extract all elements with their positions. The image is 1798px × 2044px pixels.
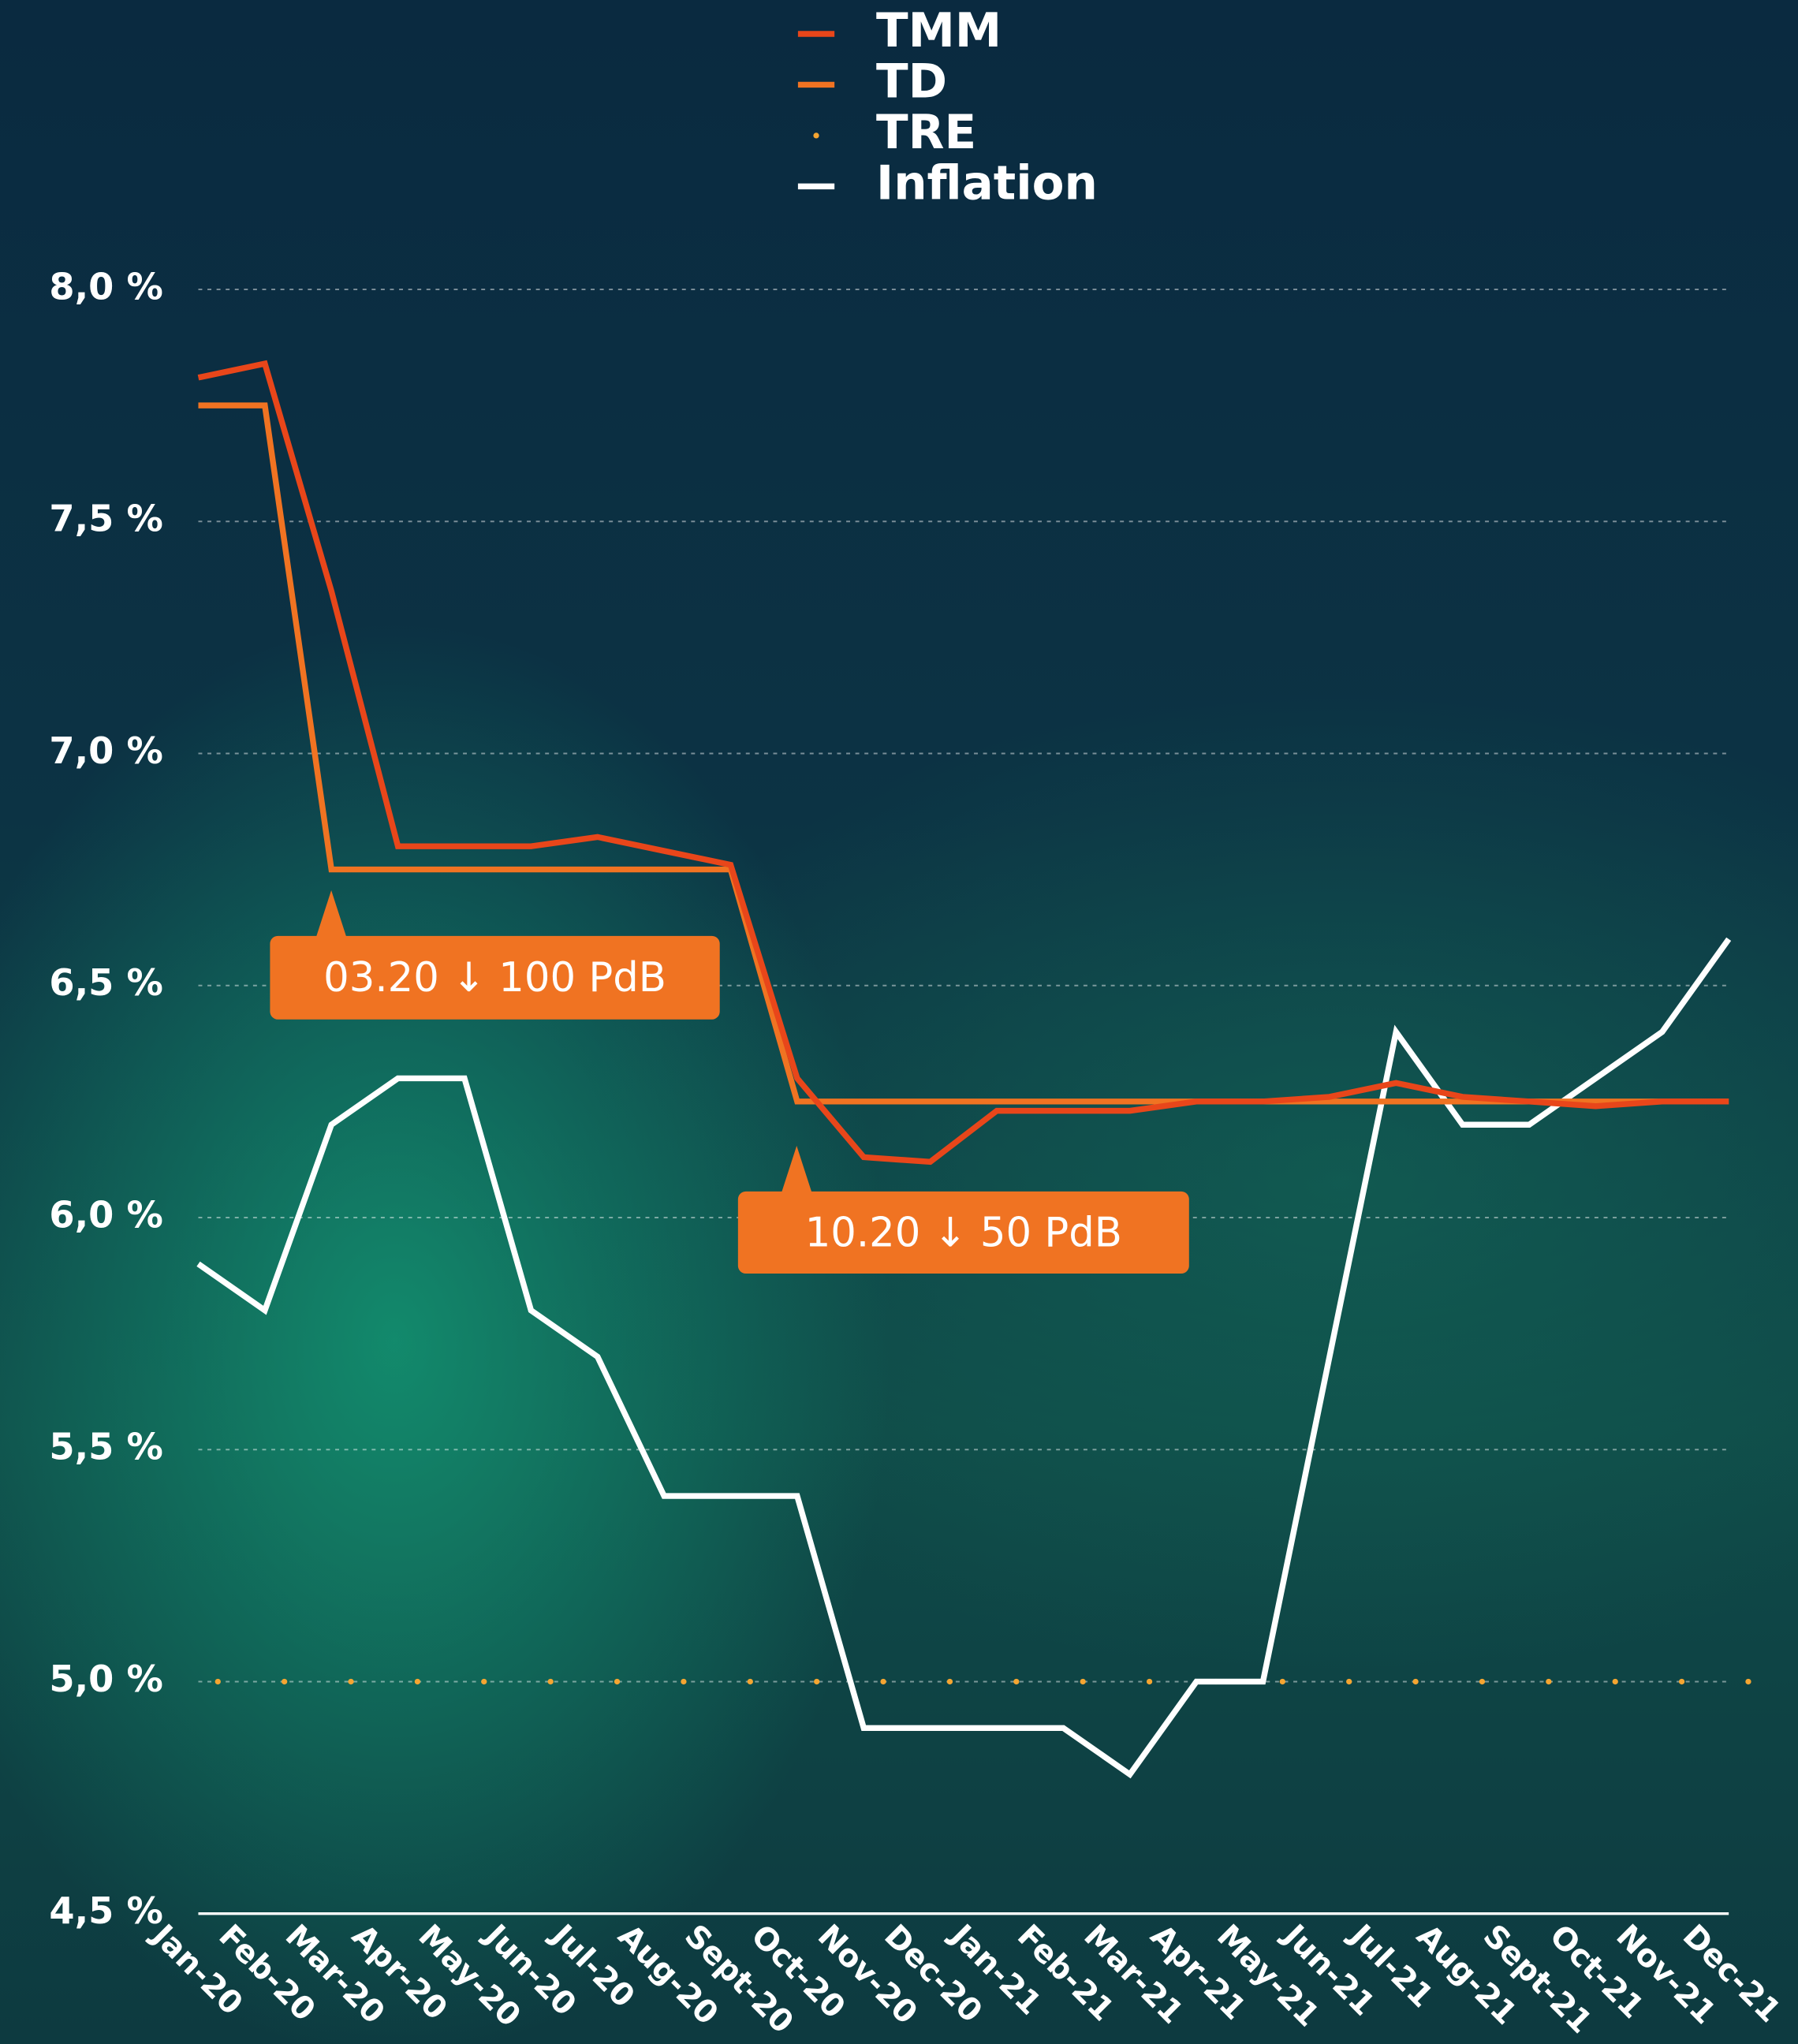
data-point [1346,1678,1352,1685]
annotation-pointer [315,890,347,939]
data-point [1612,1678,1618,1685]
annotation: 03.20 ↓ 100 PdB [270,890,720,1020]
data-point [214,1678,221,1685]
y-tick-label: 5,5 % [49,1426,162,1468]
data-point [1279,1678,1285,1685]
legend-label: Inflation [876,156,1098,211]
y-tick-label: 6,5 % [49,961,162,1004]
legend-label: TD [876,55,947,110]
legend-label: TMM [876,4,1002,58]
y-tick-label: 7,5 % [49,498,162,540]
y-tick-label: 8,0 % [49,265,162,308]
data-point [348,1678,354,1685]
legend-swatch [813,132,819,139]
data-point [1412,1678,1419,1685]
legend-label: TRE [876,106,976,160]
data-point [946,1678,953,1685]
data-point [880,1678,886,1685]
y-tick-label: 6,0 % [49,1193,162,1236]
y-tick-label: 4,5 % [49,1889,162,1932]
data-point [547,1678,554,1685]
annotation-pointer [781,1146,813,1195]
data-point [614,1678,621,1685]
data-point [481,1678,487,1685]
y-tick-label: 7,0 % [49,729,162,772]
data-point [1479,1678,1486,1685]
data-point [1546,1678,1552,1685]
annotation-box [737,1191,1189,1274]
series-line [198,402,1729,1105]
annotation: 10.20 ↓ 50 PdB [737,1146,1189,1274]
data-point [1678,1678,1685,1685]
y-tick-label: 5,0 % [49,1658,162,1700]
data-point [1080,1678,1086,1685]
annotation-text: 03.20 ↓ 100 PdB [323,954,666,1001]
annotation-box [270,935,720,1020]
data-point [1146,1678,1153,1685]
data-point [814,1678,820,1685]
data-point [1013,1678,1020,1685]
annotation-text: 10.20 ↓ 50 PdB [805,1209,1122,1256]
data-point [681,1678,687,1685]
series-line [197,360,1729,1166]
data-point [747,1678,753,1685]
series-line [196,937,1732,1779]
data-point [282,1678,288,1685]
data-point [1745,1678,1751,1685]
data-point [414,1678,421,1685]
